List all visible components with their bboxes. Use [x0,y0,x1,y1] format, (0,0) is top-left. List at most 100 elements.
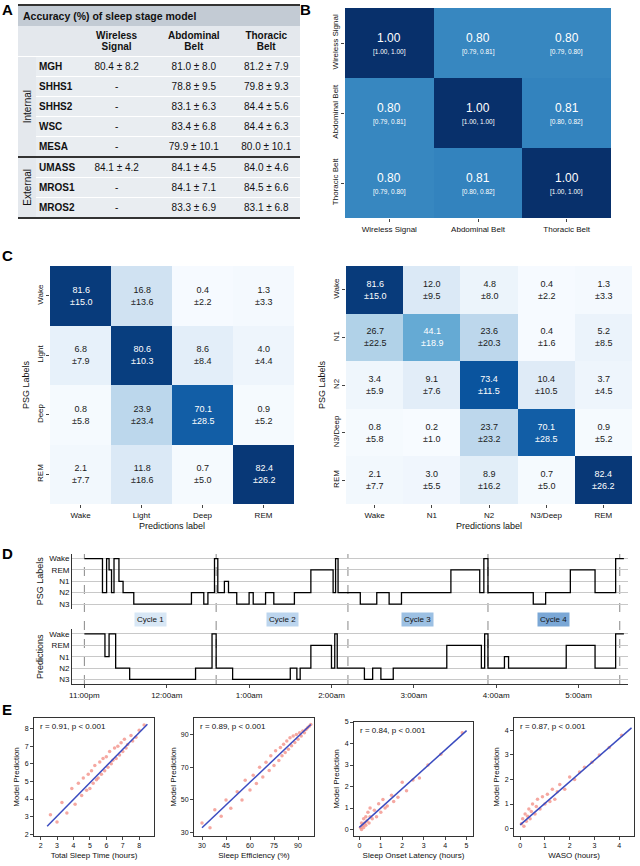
svg-text:0.80: 0.80 [555,31,579,45]
svg-text:2.1±7.7: 2.1±7.7 [72,463,89,485]
svg-text:N1: N1 [427,511,438,520]
svg-text:60: 60 [246,842,254,849]
svg-text:Cycle 4: Cycle 4 [540,615,567,624]
svg-text:0.7±5.0: 0.7±5.0 [538,469,555,491]
svg-text:2: 2 [39,842,43,849]
svg-text:1:00am: 1:00am [236,691,263,700]
svg-text:Predictions label: Predictions label [456,521,522,531]
svg-text:Wake: Wake [70,511,91,520]
svg-text:90: 90 [181,731,189,738]
svg-text:Cycle 3: Cycle 3 [404,615,431,624]
svg-text:5: 5 [25,778,29,785]
svg-text:0.9±5.2: 0.9±5.2 [255,404,272,426]
svg-text:[1.00, 1.00]: [1.00, 1.00] [550,188,583,196]
svg-text:Sleep Efficiency (%): Sleep Efficiency (%) [218,851,290,860]
svg-text:8.6±8.4: 8.6±8.4 [194,344,211,366]
svg-text:PSG Labels: PSG Labels [35,557,45,606]
svg-text:0: 0 [345,826,349,833]
svg-text:10.4±10.5: 10.4±10.5 [535,374,557,396]
svg-text:6.8±7.9: 6.8±7.9 [72,344,89,366]
svg-text:4: 4 [617,842,621,849]
svg-text:REM: REM [52,566,70,575]
svg-text:N2: N2 [332,378,341,389]
svg-text:N1: N1 [332,331,341,342]
svg-text:3:00am: 3:00am [400,691,427,700]
svg-text:6: 6 [25,760,29,767]
svg-text:N1: N1 [59,577,70,586]
svg-text:REM: REM [332,470,341,488]
svg-text:23.6±20.3: 23.6±20.3 [478,326,500,348]
svg-text:0.80: 0.80 [377,101,401,115]
svg-text:0.7±5.0: 0.7±5.0 [194,463,211,485]
svg-text:0: 0 [357,842,361,849]
svg-text:0.4±1.6: 0.4±1.6 [538,326,555,348]
svg-text:0.2±1.0: 0.2±1.0 [423,422,440,444]
svg-text:0.81: 0.81 [555,101,579,115]
svg-text:4.8±8.0: 4.8±8.0 [481,279,498,301]
svg-text:30: 30 [181,829,189,836]
svg-text:Wireless Signal: Wireless Signal [331,14,340,69]
svg-text:90: 90 [294,842,302,849]
svg-text:0.9±5.2: 0.9±5.2 [595,422,612,444]
svg-text:2: 2 [25,831,29,838]
svg-text:N2: N2 [484,511,495,520]
svg-text:Thoracic Belt: Thoracic Belt [543,225,590,234]
svg-text:0.80: 0.80 [377,171,401,185]
svg-text:4: 4 [25,795,29,802]
svg-text:5: 5 [345,718,349,725]
svg-text:Model Prediction: Model Prediction [12,747,21,807]
svg-text:r = 0.91, p < 0.001: r = 0.91, p < 0.001 [40,722,106,731]
svg-text:0.4±2.2: 0.4±2.2 [194,285,211,307]
svg-text:[0.80, 0.82]: [0.80, 0.82] [462,188,495,196]
svg-text:5:00am: 5:00am [565,691,592,700]
svg-text:REM: REM [255,511,273,520]
svg-text:0.80: 0.80 [466,31,490,45]
svg-text:8: 8 [137,842,141,849]
svg-text:r = 0.89, p < 0.001: r = 0.89, p < 0.001 [200,722,266,731]
svg-text:N3/Deep: N3/Deep [332,415,341,447]
svg-text:Predictions label: Predictions label [139,521,205,531]
svg-text:Wake: Wake [365,511,386,520]
svg-text:N3: N3 [59,600,70,609]
svg-text:Total Sleep Time (hours): Total Sleep Time (hours) [51,851,138,860]
svg-text:2: 2 [345,783,349,790]
svg-text:N1: N1 [59,653,70,662]
svg-text:4: 4 [345,740,349,747]
svg-text:1: 1 [505,800,509,807]
svg-text:Wireless Signal: Wireless Signal [362,225,417,234]
svg-text:81.6±15.0: 81.6±15.0 [70,285,92,307]
svg-text:3: 3 [422,842,426,849]
svg-text:WASO (hours): WASO (hours) [548,851,600,860]
svg-text:r = 0.84, p < 0.001: r = 0.84, p < 0.001 [360,726,426,735]
svg-text:REM: REM [36,464,45,482]
svg-text:3: 3 [592,842,596,849]
svg-text:Light: Light [133,511,151,520]
svg-text:Sleep Onset Latency (hours): Sleep Onset Latency (hours) [363,851,465,860]
svg-text:12:00am: 12:00am [151,691,182,700]
svg-text:[0.79, 0.81]: [0.79, 0.81] [373,118,406,126]
svg-text:[1.00, 1.00]: [1.00, 1.00] [462,118,495,126]
svg-text:8: 8 [25,725,29,732]
svg-text:2.1±7.7: 2.1±7.7 [366,469,383,491]
svg-text:Abdominal Belt: Abdominal Belt [331,84,340,139]
svg-text:75: 75 [270,842,278,849]
svg-text:3.0±5.5: 3.0±5.5 [423,469,440,491]
svg-text:3: 3 [345,761,349,768]
svg-text:Wake: Wake [332,278,341,299]
svg-text:REM: REM [595,511,613,520]
svg-text:r = 0.87, p < 0.001: r = 0.87, p < 0.001 [520,722,586,731]
svg-text:N2: N2 [59,664,70,673]
svg-text:Deep: Deep [193,511,213,520]
svg-text:44.1±18.9: 44.1±18.9 [421,326,443,348]
svg-text:11.8±18.6: 11.8±18.6 [131,463,153,485]
svg-text:8.9±16.2: 8.9±16.2 [478,469,500,491]
svg-text:5: 5 [465,842,469,849]
svg-text:80.6±10.3: 80.6±10.3 [131,344,153,366]
svg-text:Abdominal Belt: Abdominal Belt [451,225,506,234]
svg-text:3: 3 [55,842,59,849]
svg-text:5: 5 [88,842,92,849]
svg-text:3.4±5.9: 3.4±5.9 [366,374,383,396]
svg-text:9.1±7.6: 9.1±7.6 [423,374,440,396]
svg-text:26.7±22.5: 26.7±22.5 [364,326,386,348]
svg-text:1.00: 1.00 [555,171,579,185]
